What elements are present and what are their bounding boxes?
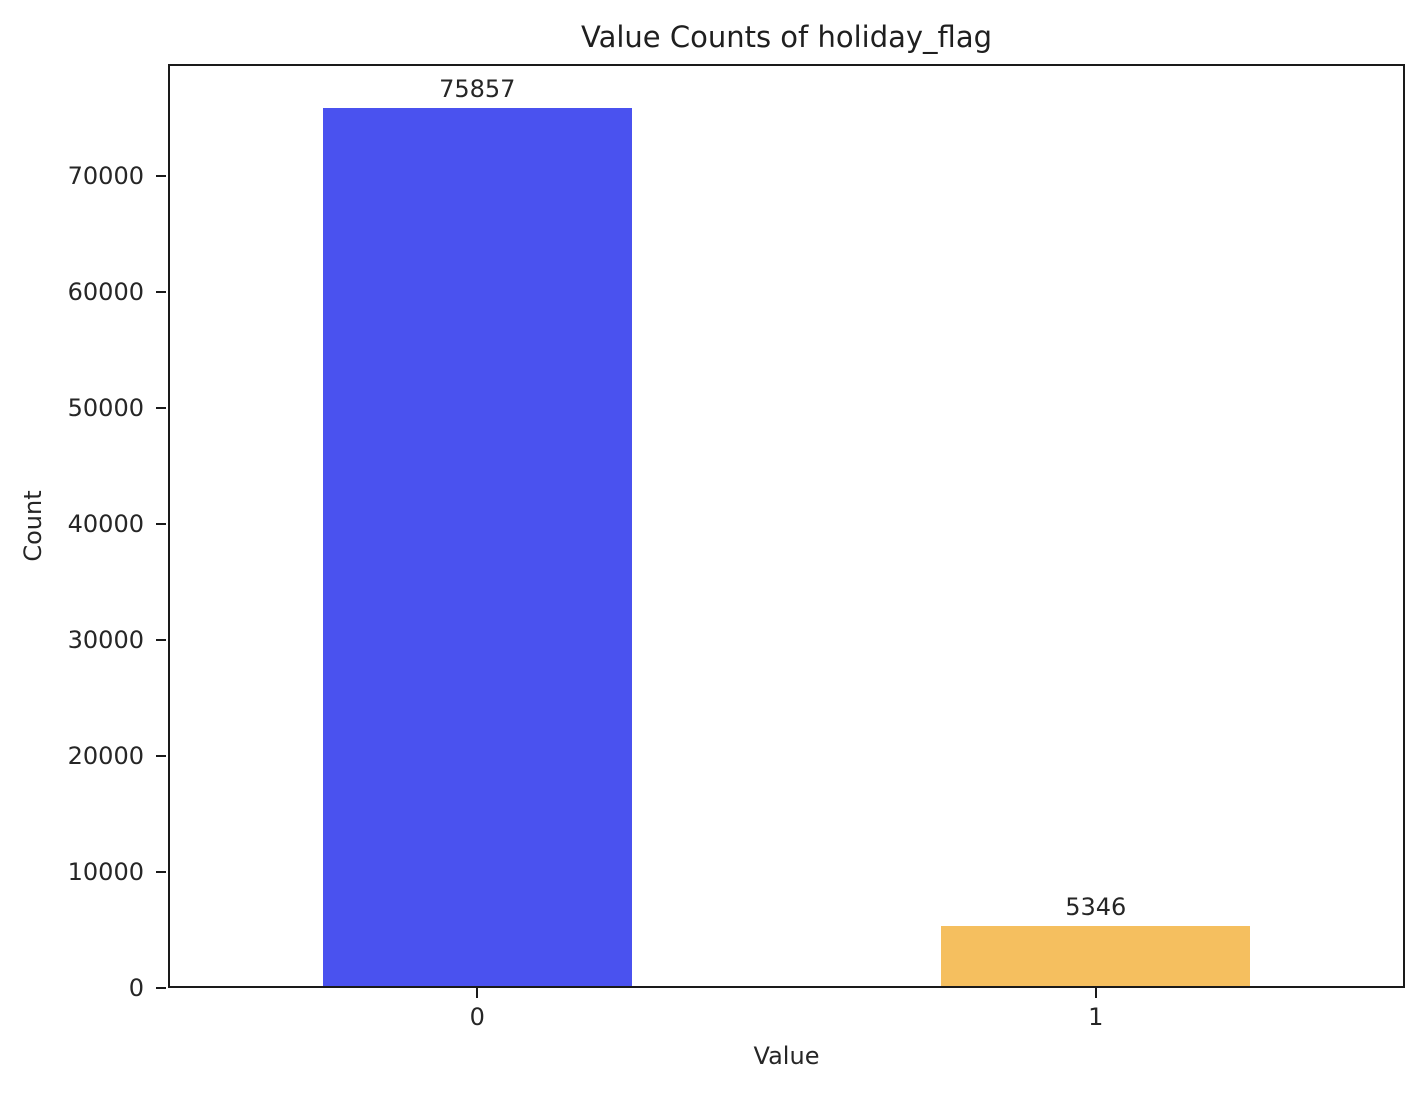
x-tick-mark (1094, 988, 1097, 998)
x-tick-label: 1 (1088, 1003, 1104, 1031)
bar-value-label: 5346 (1065, 892, 1127, 921)
bar (941, 925, 1251, 987)
y-tick-label: 60000 (67, 277, 144, 306)
plot-area: 0 10000 20000 30000 40000 50000 60000 70000 0 1 75… (68, 64, 1405, 1031)
y-tick-label: 50000 (67, 393, 144, 422)
y-tick-mark (156, 754, 166, 757)
x-tick-mark (476, 988, 479, 998)
y-tick-mark (156, 638, 166, 641)
y-tick-label: 0 (128, 974, 144, 1002)
y-tick-mark (156, 406, 166, 409)
chart-title: Value Counts of holiday_flag (581, 20, 992, 54)
y-tick-mark (156, 987, 166, 989)
y-tick-label: 40000 (67, 509, 144, 538)
y-tick-label: 20000 (67, 741, 144, 770)
bar-value-label: 75857 (439, 75, 516, 103)
bar (322, 108, 632, 987)
x-tick-label: 0 (469, 1003, 485, 1031)
x-axis-label: Value (753, 1042, 820, 1070)
y-tick-mark (156, 522, 166, 525)
y-tick-label: 30000 (67, 625, 144, 654)
y-tick-mark (156, 174, 166, 177)
y-tick-mark (156, 870, 166, 873)
y-tick-mark (156, 290, 166, 293)
y-tick-label: 70000 (67, 161, 144, 190)
y-tick-label: 10000 (67, 857, 144, 886)
